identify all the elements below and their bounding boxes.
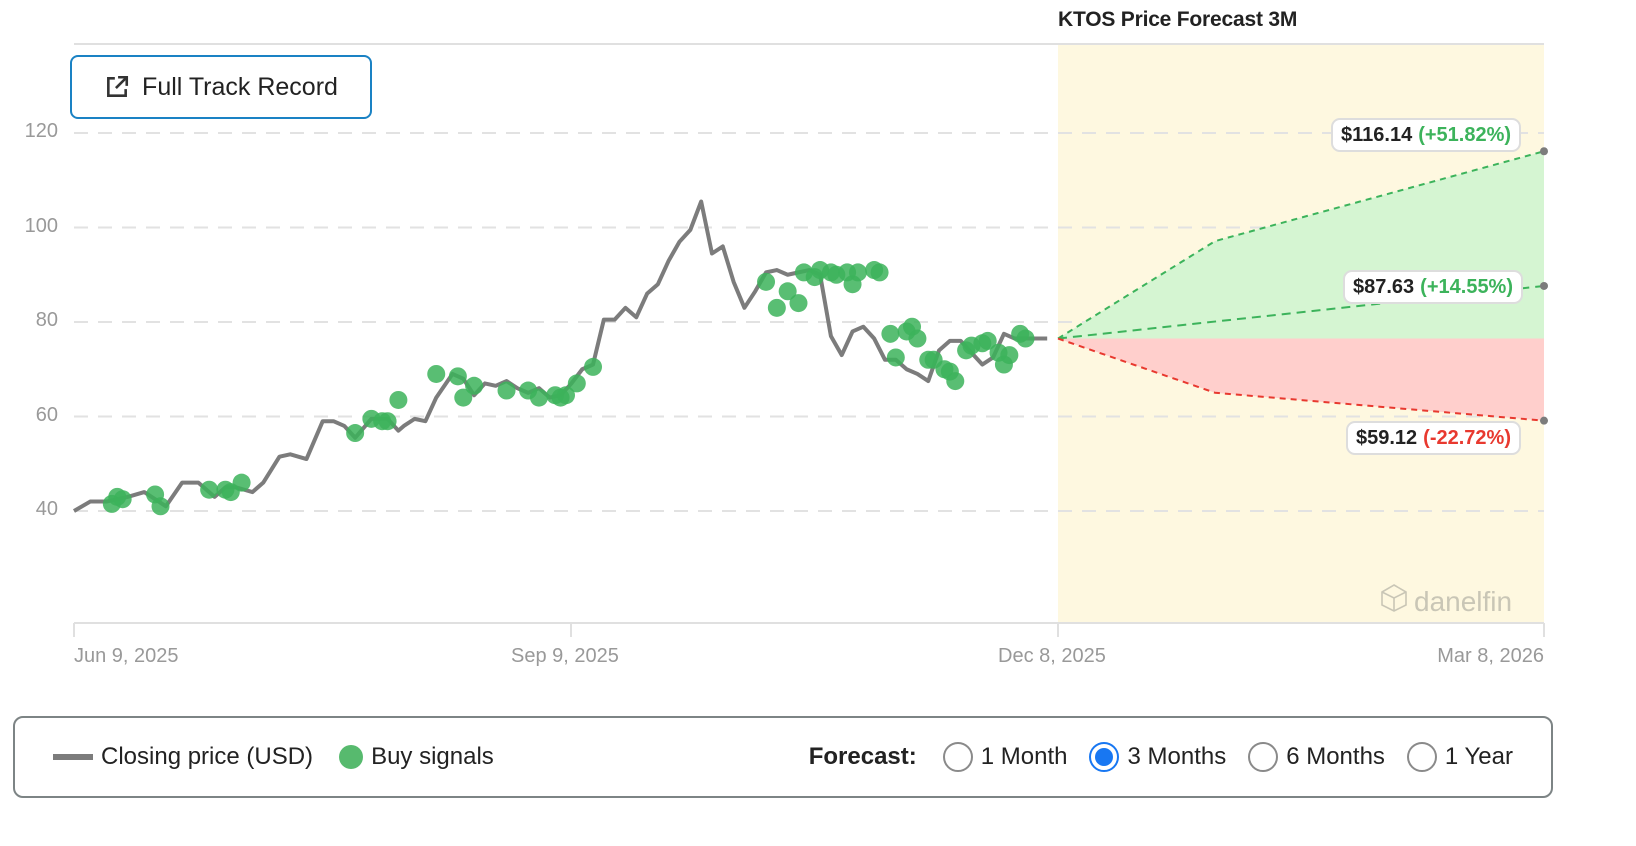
watermark-text: danelfin [1414,585,1513,617]
forecast-option-1-year[interactable]: 1 Year [1406,742,1513,772]
forecast-price: $87.63 [1353,275,1415,298]
buy-signal-swatch [339,745,364,769]
full-track-record-button[interactable]: Full Track Record [70,55,372,119]
y-tick-label: 100 [24,214,58,237]
forecast-title: KTOS Price Forecast 3M [1058,8,1298,31]
radio-button[interactable] [942,742,973,772]
option-label: 6 Months [1286,743,1385,770]
forecast-label-mid: $87.63 (+14.55%) [1343,270,1524,304]
radio-button[interactable] [1248,742,1279,772]
radio-button[interactable] [1089,742,1120,772]
full-track-record-label: Full Track Record [142,72,338,101]
forecast-low-line [1057,337,1545,422]
forecast-change: (-22.72%) [1423,426,1511,449]
forecast-high-line [1057,150,1545,340]
forecast-price: $116.14 [1341,123,1413,146]
forecast-price: $59.12 [1356,426,1418,449]
option-label: 1 Month [980,743,1068,770]
external-link-icon [104,74,130,100]
danelfin-watermark: danelfin [1378,582,1512,621]
radio-button[interactable] [1406,742,1437,772]
legend-panel: Closing price (USD) Buy signals Forecast… [13,716,1553,798]
option-label: 1 Year [1444,743,1513,770]
legend-closing-price: Closing price (USD) [101,743,314,770]
forecast-option-3-months[interactable]: 3 Months [1089,742,1226,772]
forecast-option-1-month[interactable]: 1 Month [942,742,1068,772]
forecast-label-high: $116.14 (+51.82%) [1331,118,1522,152]
forecast-endpoints [1540,147,1548,425]
legend-buy-signals: Buy signals [371,743,494,770]
cube-logo-icon [1378,582,1410,621]
option-label: 3 Months [1127,743,1227,770]
x-tick-label: Sep 9, 2025 [511,645,619,667]
x-tick-label: Dec 8, 2025 [998,645,1106,667]
forecast-label: Forecast: [808,743,917,770]
forecast-change: (+14.55%) [1420,275,1514,298]
y-tick-label: 80 [35,309,58,331]
x-tick-label: Mar 8, 2026 [1437,645,1544,667]
forecast-option-6-months[interactable]: 6 Months [1248,742,1385,772]
y-tick-label: 60 [35,403,58,426]
x-tick-label: Jun 9, 2025 [74,645,179,667]
y-tick-label: 40 [35,498,58,520]
y-tick-label: 120 [24,120,58,142]
forecast-label-low: $59.12 (-22.72%) [1346,421,1521,455]
closing-price-swatch [53,754,93,760]
forecast-change: (+51.82%) [1418,123,1512,146]
buy-signals [102,261,1035,516]
downside-fill [1058,338,1544,421]
